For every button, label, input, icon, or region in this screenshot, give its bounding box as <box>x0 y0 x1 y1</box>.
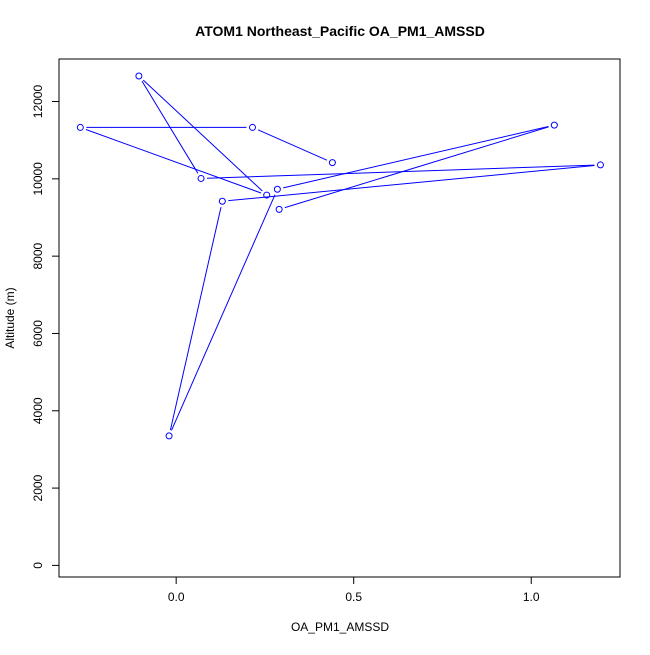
series-layer <box>76 72 604 440</box>
y-tick-label: 0 <box>31 562 45 569</box>
y-axis: 0 2000 4000 6000 8000 10000 12000 <box>31 85 60 569</box>
y-tick-label: 8000 <box>31 242 45 269</box>
y-tick-label: 12000 <box>31 85 45 119</box>
x-tick-label: 1.0 <box>523 590 540 604</box>
series-segment <box>283 125 549 189</box>
series-segment <box>228 164 595 202</box>
data-point <box>165 432 173 440</box>
x-axis-title: OA_PM1_AMSSD <box>291 620 389 634</box>
x-axis: 0.0 0.5 1.0 <box>168 576 540 604</box>
y-tick-label: 4000 <box>31 397 45 424</box>
chart-title: ATOM1 Northeast_Pacific OA_PM1_AMSSD <box>195 23 485 39</box>
series-segment <box>284 126 549 209</box>
data-point <box>76 123 84 131</box>
data-point <box>197 174 205 182</box>
data-point <box>550 121 558 129</box>
data-point <box>596 161 604 169</box>
data-point <box>273 185 281 193</box>
y-axis-title: Altitude (m) <box>3 287 17 348</box>
series-segment <box>171 194 276 431</box>
data-point <box>328 159 336 167</box>
data-point <box>263 191 271 199</box>
series-segment <box>169 206 222 431</box>
x-tick-label: 0.5 <box>345 590 362 604</box>
series-segment <box>257 129 328 161</box>
series-segment <box>141 80 199 174</box>
x-tick-label: 0.0 <box>168 590 185 604</box>
y-tick-label: 10000 <box>31 162 45 196</box>
y-tick-label: 2000 <box>31 474 45 501</box>
series-segment <box>142 79 263 192</box>
data-point <box>249 123 257 131</box>
series-segment <box>85 128 262 194</box>
y-tick-label: 6000 <box>31 320 45 347</box>
data-point <box>135 72 143 80</box>
data-point <box>275 205 283 213</box>
data-point <box>218 197 226 205</box>
